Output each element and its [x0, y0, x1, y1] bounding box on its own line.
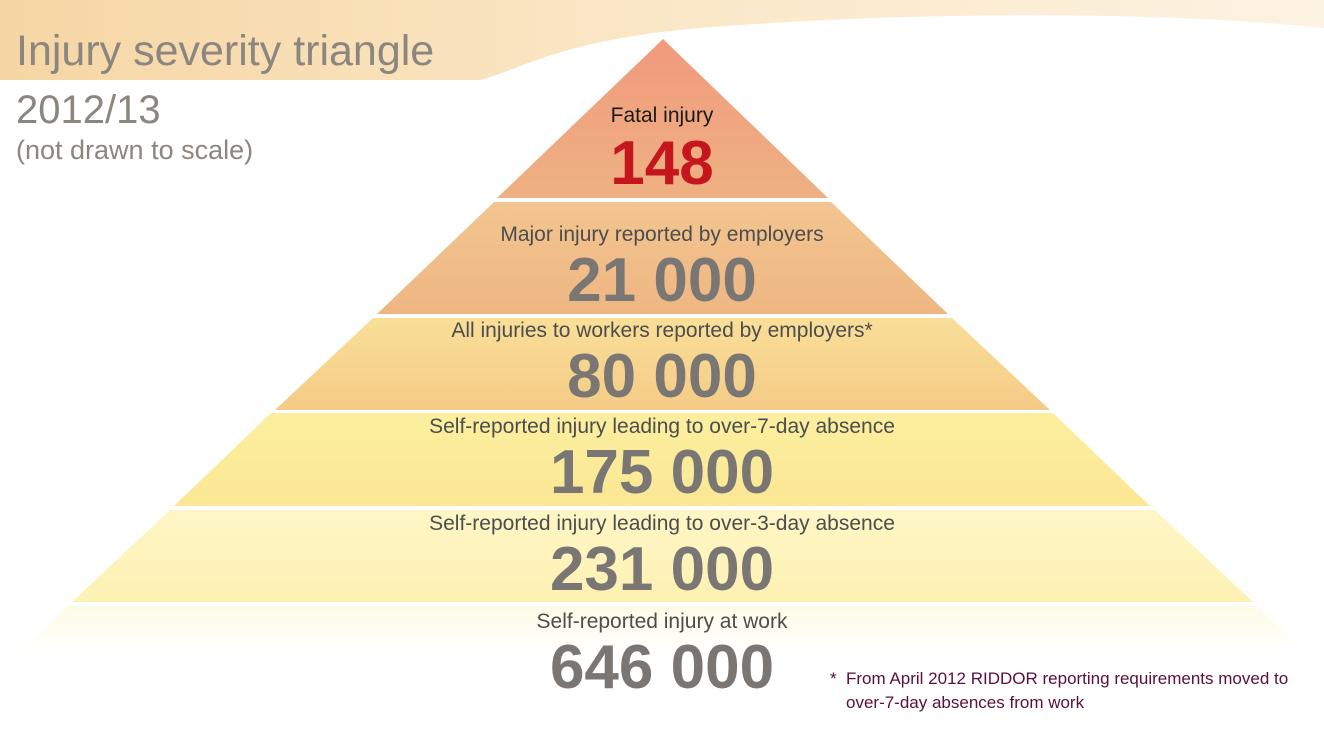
tier-all-injuries-value: 80 000	[362, 346, 962, 408]
scale-note: (not drawn to scale)	[16, 137, 253, 164]
footnote-text-2: over-7-day absences from work	[830, 691, 1288, 715]
tier-fatal-value: 148	[362, 133, 962, 195]
tier-all-injuries-label: All injuries to workers reported by empl…	[362, 320, 962, 341]
tier-major-label: Major injury reported by employers	[362, 224, 962, 245]
page-title: Injury severity triangle	[16, 30, 434, 73]
tier-over7-label: Self-reported injury leading to over-7-d…	[362, 416, 962, 437]
tier-major-value: 21 000	[362, 250, 962, 312]
footnote-text-1: From April 2012 RIDDOR reporting require…	[846, 669, 1288, 688]
tier-over3-value: 231 000	[362, 539, 962, 601]
tier-over7-value: 175 000	[362, 442, 962, 504]
tier-over3-label: Self-reported injury leading to over-3-d…	[362, 513, 962, 534]
tier-self-reported-label: Self-reported injury at work	[362, 611, 962, 632]
tier-fatal-label: Fatal injury	[362, 105, 962, 126]
footnote-line-1: * From April 2012 RIDDOR reporting requir…	[830, 667, 1288, 691]
period-label: 2012/13	[16, 90, 161, 130]
footnote: * From April 2012 RIDDOR reporting requir…	[830, 667, 1288, 715]
footnote-marker: *	[830, 667, 846, 691]
